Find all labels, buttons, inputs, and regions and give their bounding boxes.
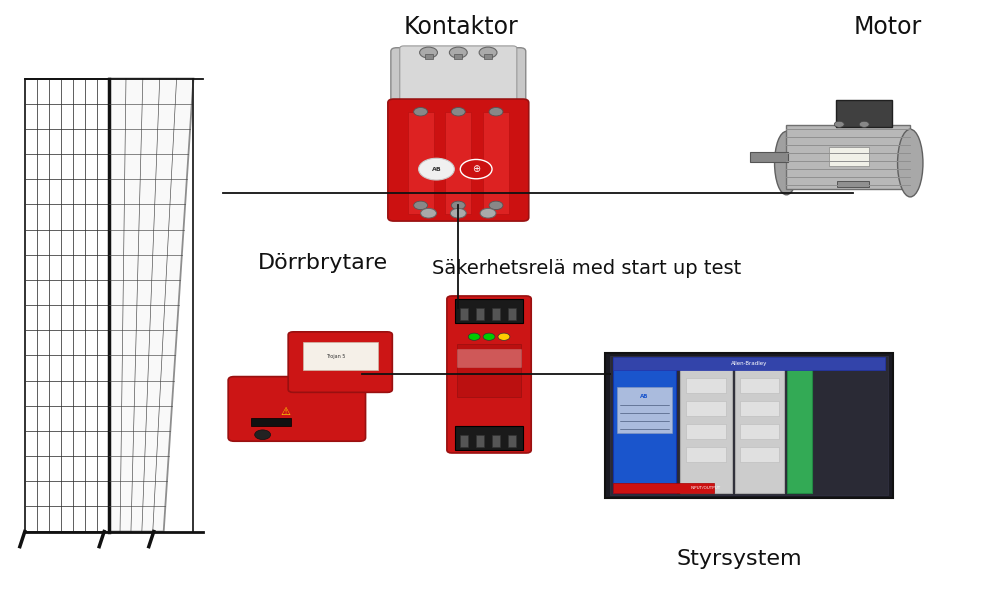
Polygon shape <box>109 79 193 532</box>
Bar <box>735 358 784 493</box>
Circle shape <box>414 201 428 210</box>
Text: Trojan 5: Trojan 5 <box>325 354 345 359</box>
Circle shape <box>479 47 497 58</box>
Bar <box>508 308 516 320</box>
Text: Säkerhetsrelä med start up test: Säkerhetsrelä med start up test <box>432 259 741 278</box>
Bar <box>25 79 109 532</box>
Bar <box>408 112 434 214</box>
Bar <box>454 426 524 450</box>
Circle shape <box>483 333 495 341</box>
Ellipse shape <box>898 129 923 197</box>
Bar <box>613 357 885 370</box>
Circle shape <box>255 430 271 440</box>
Circle shape <box>451 108 465 116</box>
Bar <box>605 353 893 498</box>
Circle shape <box>489 108 503 116</box>
Bar <box>456 344 522 397</box>
Bar <box>686 401 726 416</box>
Text: ⚠: ⚠ <box>281 406 291 417</box>
Circle shape <box>859 121 869 127</box>
Bar <box>483 112 509 214</box>
Text: Kontaktor: Kontaktor <box>404 15 519 39</box>
Bar <box>484 54 492 59</box>
Bar <box>617 387 673 433</box>
Circle shape <box>414 108 428 116</box>
Text: AB: AB <box>641 394 649 399</box>
Circle shape <box>419 158 454 180</box>
Bar <box>251 417 292 426</box>
Circle shape <box>632 389 658 405</box>
FancyBboxPatch shape <box>446 296 532 453</box>
Circle shape <box>451 201 465 210</box>
Bar <box>508 435 516 447</box>
Bar <box>686 378 726 393</box>
Bar <box>456 349 522 367</box>
Bar <box>445 112 471 214</box>
Bar <box>837 181 869 187</box>
Circle shape <box>449 47 467 58</box>
Text: ⊕: ⊕ <box>472 164 480 174</box>
Text: Styrsystem: Styrsystem <box>677 548 802 569</box>
Bar <box>492 308 500 320</box>
Bar <box>686 447 726 462</box>
Bar <box>686 424 726 439</box>
Bar <box>613 358 677 493</box>
Ellipse shape <box>775 132 799 194</box>
Circle shape <box>489 201 503 210</box>
Bar <box>476 435 484 447</box>
Bar <box>740 447 779 462</box>
Bar <box>837 120 869 127</box>
Bar <box>787 126 911 188</box>
Text: Allen-Bradley: Allen-Bradley <box>731 361 767 366</box>
FancyBboxPatch shape <box>391 48 526 164</box>
Bar <box>610 356 888 495</box>
Bar <box>787 358 811 493</box>
Circle shape <box>834 121 844 127</box>
Text: INPUT/OUTPUT: INPUT/OUTPUT <box>690 486 721 490</box>
Bar <box>613 483 714 493</box>
FancyBboxPatch shape <box>388 99 529 221</box>
Circle shape <box>460 159 492 179</box>
Bar <box>303 342 378 370</box>
Bar <box>740 378 779 393</box>
Circle shape <box>421 208 436 218</box>
Circle shape <box>468 333 480 341</box>
Bar <box>454 299 524 323</box>
Bar <box>681 358 732 493</box>
Bar <box>836 100 892 127</box>
Text: AB: AB <box>432 167 441 172</box>
Bar <box>460 435 468 447</box>
Circle shape <box>480 208 496 218</box>
Bar <box>492 435 500 447</box>
Text: Dörrbrytare: Dörrbrytare <box>258 252 388 273</box>
FancyBboxPatch shape <box>228 377 365 441</box>
Circle shape <box>420 47 437 58</box>
Text: Motor: Motor <box>854 15 922 39</box>
Bar <box>740 424 779 439</box>
Circle shape <box>450 208 466 218</box>
Bar <box>460 308 468 320</box>
Bar <box>476 308 484 320</box>
FancyBboxPatch shape <box>288 332 392 393</box>
Bar <box>829 147 869 166</box>
FancyBboxPatch shape <box>400 46 517 102</box>
Circle shape <box>498 333 510 341</box>
Bar <box>750 152 788 162</box>
Bar <box>740 401 779 416</box>
Bar <box>454 54 462 59</box>
Bar <box>425 54 433 59</box>
